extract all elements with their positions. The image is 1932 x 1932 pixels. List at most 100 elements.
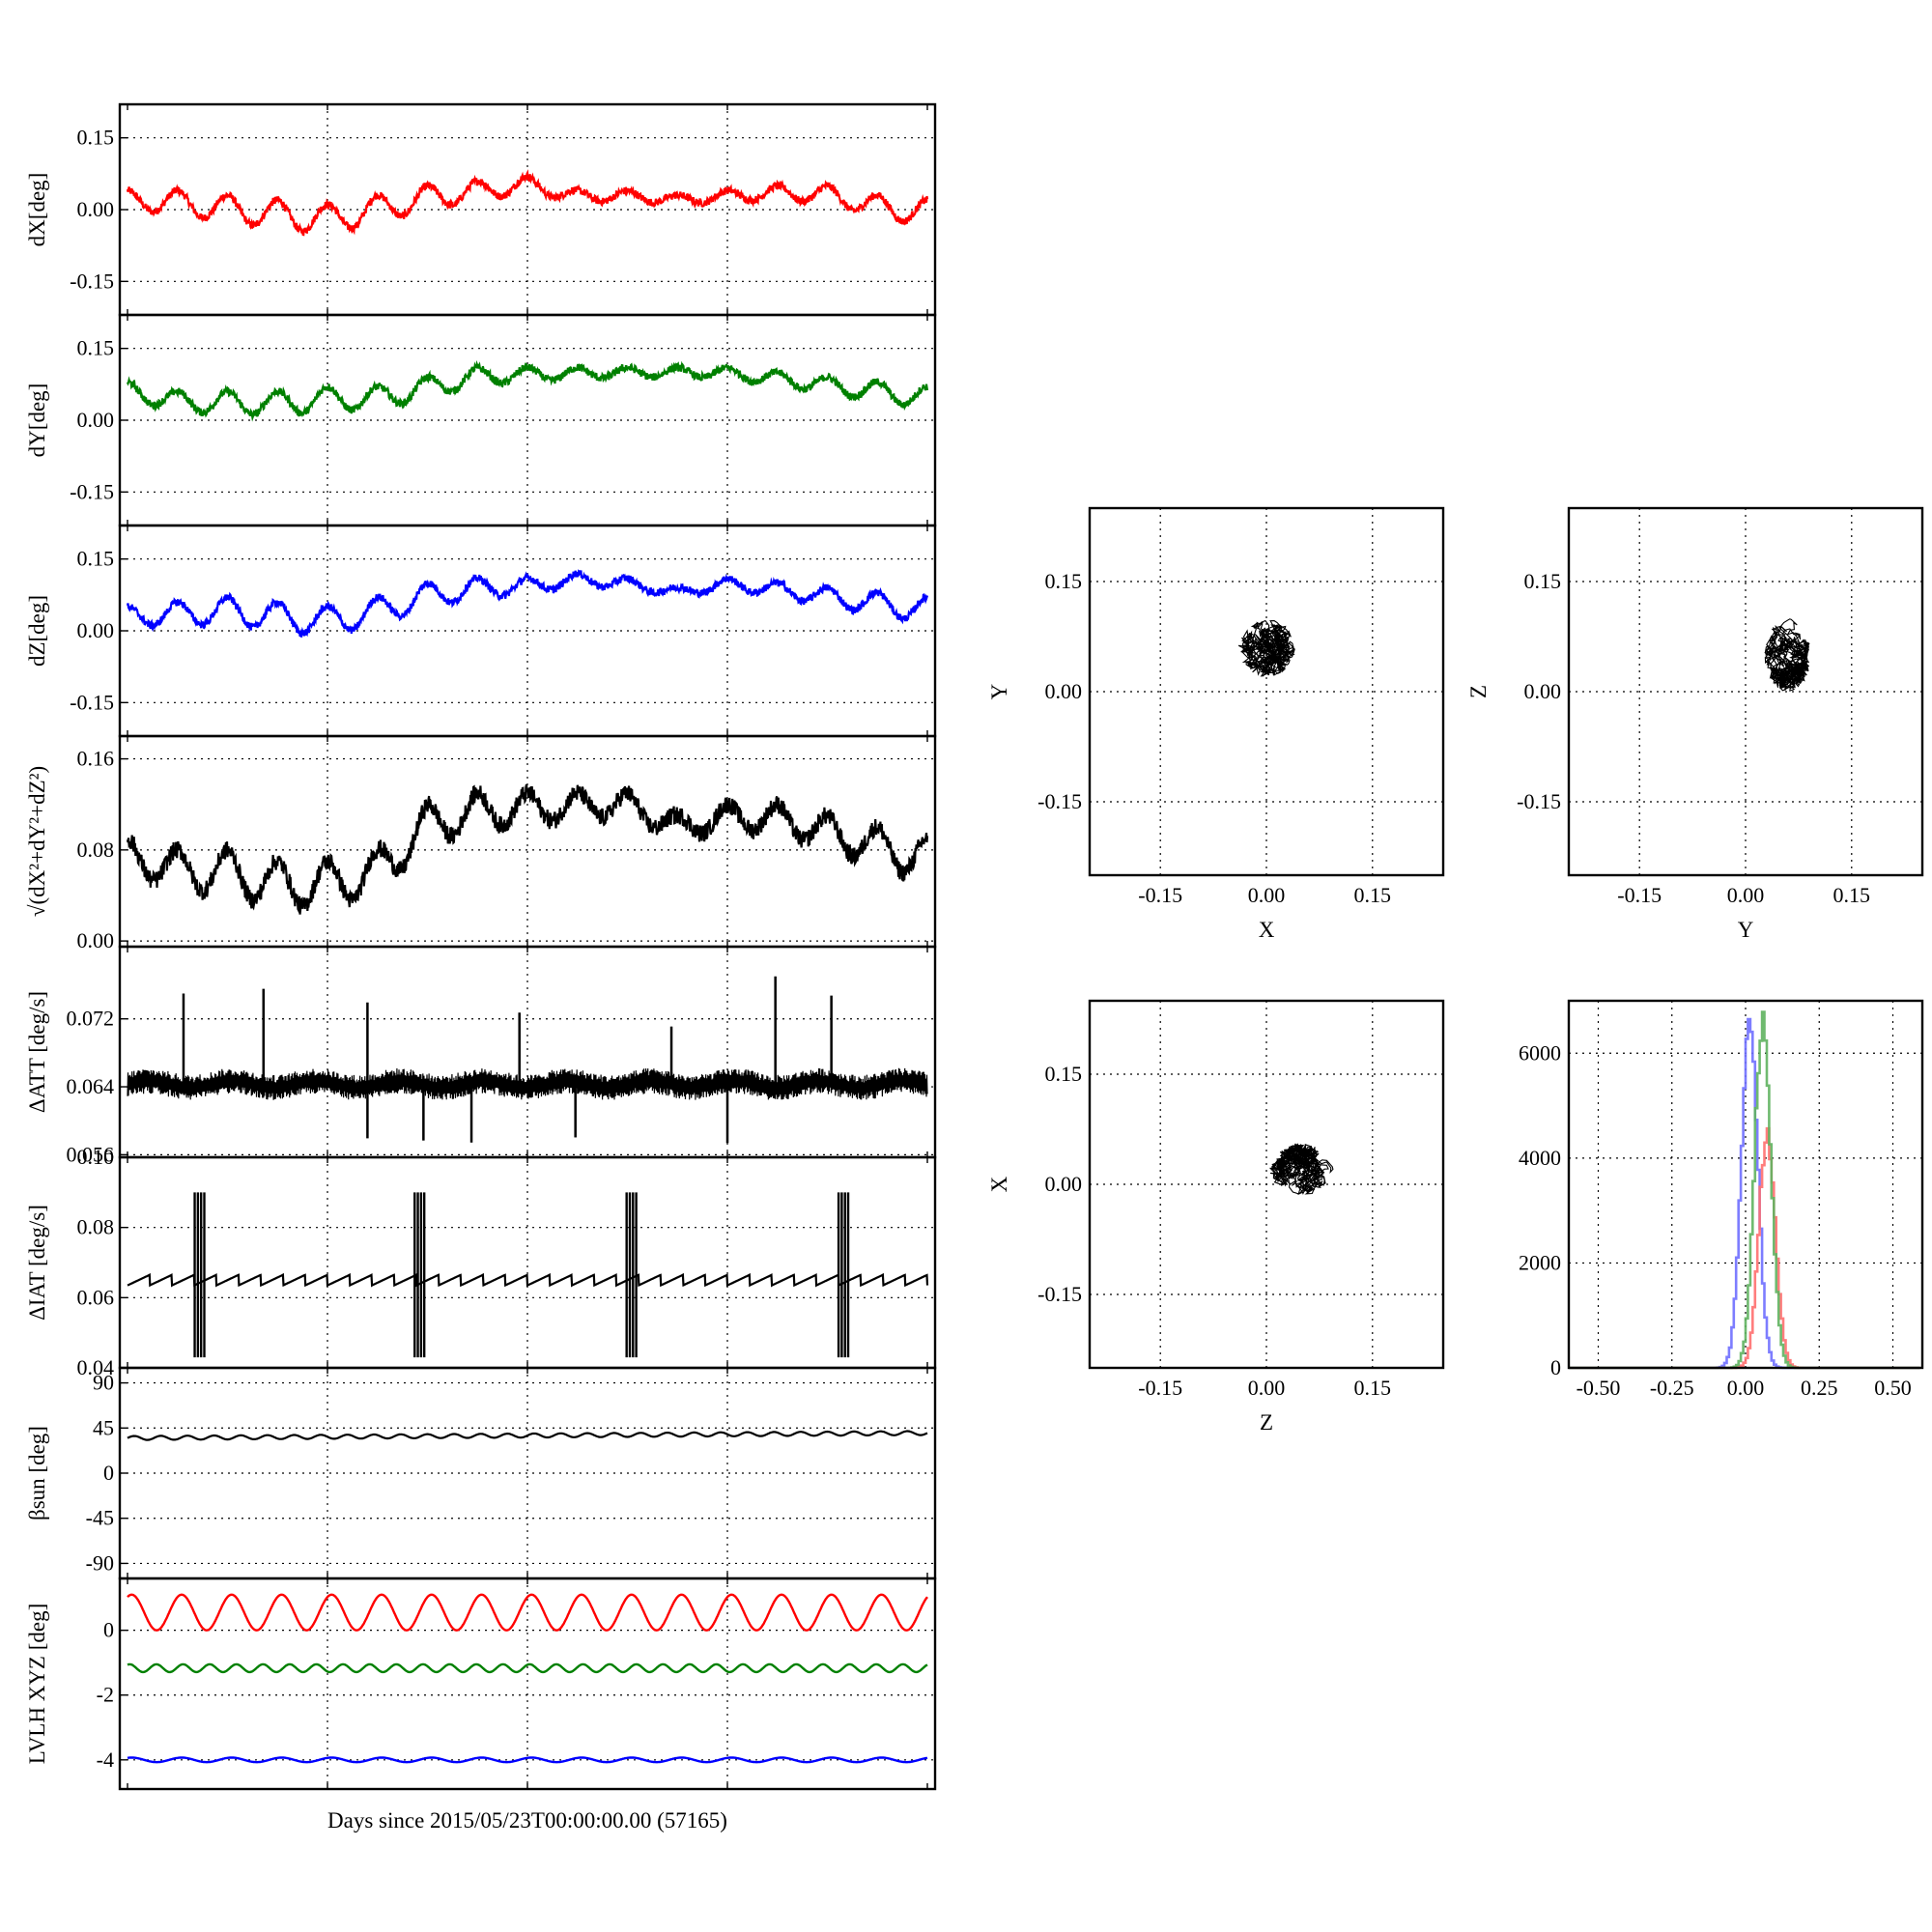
y-tick-label: -0.15 <box>1517 789 1561 813</box>
y-tick-label: 2000 <box>1519 1250 1561 1274</box>
panel-frame <box>118 1577 937 1791</box>
y-axis-label: X <box>987 1176 1011 1192</box>
x-tick-label: 0.15 <box>1354 1376 1392 1400</box>
y-tick-label: -2 <box>97 1683 114 1707</box>
y-tick-label: 0.00 <box>1524 679 1562 703</box>
y-tick-label: 0.056 <box>67 1142 115 1166</box>
panel-frame <box>1567 506 1924 877</box>
x-tick-label: 0.15 <box>1354 883 1392 907</box>
x-axis-label: Days since 2015/05/23T00:00:00.00 (57165… <box>327 1808 727 1833</box>
y-axis-label: βsun [deg] <box>25 1426 49 1520</box>
series-line <box>127 1272 929 1288</box>
y-axis-label: Z <box>1466 685 1491 698</box>
y-tick-label: 0.15 <box>77 336 115 360</box>
series-line <box>127 1756 928 1764</box>
scatter-trace <box>1764 618 1810 692</box>
y-tick-label: 0.16 <box>77 747 115 771</box>
panel-hist: -0.50 -0.25 0.00 0.25 0.50 6000 4000 2000 0 <box>1519 999 1924 1400</box>
y-tick-label: -90 <box>86 1550 114 1575</box>
y-axis-label: LVLH XYZ [deg] <box>25 1604 49 1765</box>
series-line <box>127 1067 928 1100</box>
y-tick-label: 0.15 <box>1045 1062 1083 1086</box>
y-tick-label: 90 <box>93 1371 114 1395</box>
x-tick-label: 0.50 <box>1874 1376 1912 1400</box>
panel-YZ: -0.15 -0.15 0.00 0.00 0.15 0.15 Y Z <box>1466 506 1924 942</box>
time-series-panels: 0.15 0.00 -0.15 dX[deg] 0.15 0.00 -0.15 dY[deg]… <box>25 102 937 1791</box>
y-tick-label: 0.06 <box>77 1285 115 1309</box>
y-tick-label: -0.15 <box>70 269 114 293</box>
y-axis-label: √(dX²+dY²+dZ²) <box>25 766 49 917</box>
y-tick-label: 0 <box>103 1618 114 1642</box>
x-axis-label: X <box>1259 918 1275 942</box>
panel-LVLH: 0 -2 -4 LVLH XYZ [deg] <box>25 1577 937 1791</box>
y-tick-label: -0.15 <box>1037 789 1082 813</box>
x-tick-label: 0.00 <box>1727 883 1765 907</box>
panel-frame <box>118 945 937 1159</box>
y-tick-label: 0.15 <box>77 547 115 571</box>
histogram-series <box>1569 1017 1920 1370</box>
panel-dY: 0.15 0.00 -0.15 dY[deg] <box>25 313 937 527</box>
y-tick-label: -0.15 <box>70 479 114 503</box>
panel-XY: -0.15 -0.15 0.00 0.00 0.15 0.15 X Y <box>987 506 1445 942</box>
y-tick-label: 0 <box>1550 1355 1561 1379</box>
scatter-trace <box>1237 619 1295 677</box>
y-tick-label: 0.00 <box>1045 679 1083 703</box>
series-line <box>126 569 929 639</box>
x-tick-label: -0.50 <box>1577 1376 1621 1400</box>
y-tick-label: -0.15 <box>1037 1282 1082 1306</box>
panel-frame <box>1088 999 1445 1370</box>
y-tick-label: 0.15 <box>1524 569 1562 593</box>
panel-frame <box>118 734 937 949</box>
series-line <box>126 169 929 237</box>
x-tick-label: 0.25 <box>1801 1376 1838 1400</box>
y-tick-label: -45 <box>86 1506 114 1530</box>
panel-beta_sun: 90 45 0 -45 -90 βsun [deg] <box>25 1366 937 1580</box>
y-tick-label: 0.00 <box>1045 1172 1083 1196</box>
x-axis-label: Y <box>1738 918 1754 942</box>
y-tick-label: 0.15 <box>77 126 115 150</box>
y-tick-label: 0.064 <box>67 1074 115 1098</box>
y-tick-label: 0.00 <box>77 928 115 952</box>
y-axis-label: dX[deg] <box>25 173 49 247</box>
panel-dZ: 0.15 0.00 -0.15 dZ[deg] <box>25 524 937 738</box>
x-tick-label: -0.15 <box>1138 1376 1182 1400</box>
panel-dATT: 0.072 0.064 0.056 ΔATT [deg/s] <box>25 945 937 1166</box>
x-tick-label: 0.00 <box>1248 1376 1286 1400</box>
panel-frame <box>1088 506 1445 877</box>
panel-dIAT: 0.10 0.08 0.06 0.04 ΔIAT [deg/s] <box>25 1145 937 1379</box>
y-axis-label: ΔIAT [deg/s] <box>25 1205 49 1321</box>
x-tick-label: -0.15 <box>1138 883 1182 907</box>
panel-dX: 0.15 0.00 -0.15 dX[deg] <box>25 102 937 317</box>
y-tick-label: -4 <box>97 1747 114 1772</box>
y-tick-label: -0.15 <box>70 690 114 714</box>
panel-frame <box>1567 999 1924 1370</box>
x-tick-label: 0.00 <box>1248 883 1286 907</box>
y-tick-label: 6000 <box>1519 1040 1561 1065</box>
y-axis-label: ΔATT [deg/s] <box>25 991 49 1113</box>
scatter-panels: -0.15 -0.15 0.00 0.00 0.15 0.15 X Y -0.15 -0.15 0.… <box>987 506 1924 1435</box>
y-tick-label: 0.15 <box>1045 569 1083 593</box>
y-tick-label: 0.04 <box>77 1355 115 1379</box>
y-tick-label: 45 <box>93 1415 114 1439</box>
y-tick-label: 0.08 <box>77 1215 115 1239</box>
panel-dR: 0.16 0.08 0.00 √(dX²+dY²+dZ²) <box>25 734 937 952</box>
x-tick-label: 0.00 <box>1727 1376 1765 1400</box>
series-line <box>126 783 929 915</box>
y-axis-label: dZ[deg] <box>25 595 49 667</box>
y-tick-label: 0 <box>103 1461 114 1485</box>
series-line <box>127 1430 928 1441</box>
y-tick-label: 0.072 <box>67 1007 115 1031</box>
y-tick-label: 0.00 <box>77 197 115 221</box>
x-tick-label: 0.15 <box>1833 883 1871 907</box>
panel-ZX: -0.15 -0.15 0.00 0.00 0.15 0.15 Z X <box>987 999 1445 1435</box>
y-axis-label: Y <box>987 683 1011 699</box>
scatter-trace <box>1268 1143 1334 1196</box>
y-axis-label: dY[deg] <box>25 384 49 458</box>
series-line <box>127 1662 928 1674</box>
x-axis-label: Z <box>1260 1410 1273 1435</box>
y-tick-label: 0.08 <box>77 838 115 862</box>
x-tick-label: -0.15 <box>1617 883 1662 907</box>
panel-frame <box>118 1155 937 1370</box>
y-tick-label: 0.00 <box>77 618 115 642</box>
